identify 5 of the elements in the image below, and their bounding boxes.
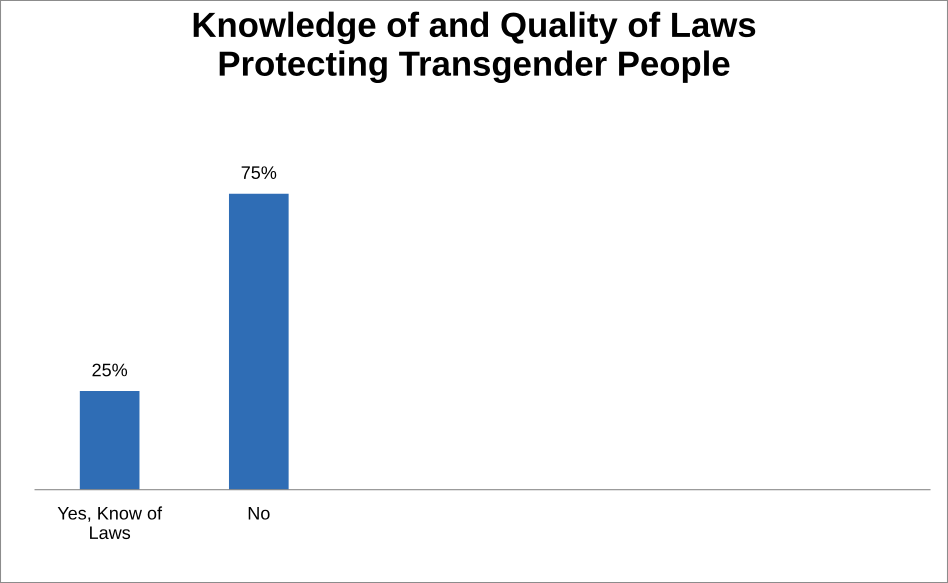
x-tick-label: Yes, Know of Laws [58, 506, 162, 540]
x-tick-label: No [248, 507, 270, 520]
data-label: 75% [242, 166, 276, 180]
data-label: 25% [92, 364, 128, 376]
chart-title: Knowledge of and Quality of Laws Protecting Transgender People [194, 12, 756, 83]
